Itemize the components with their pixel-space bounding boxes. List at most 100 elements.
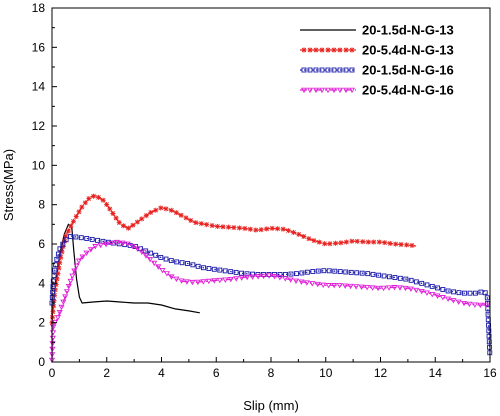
data-point-star (110, 210, 116, 216)
axis-layer: 0 2 4 6 8 10 12 14 16 0 2 4 6 8 10 12 14 16 18 (32, 1, 497, 380)
data-point-triangle (353, 284, 360, 290)
data-point-triangle (271, 273, 278, 280)
data-point-square (163, 256, 169, 262)
data-point-star (365, 239, 371, 245)
data-point-triangle (292, 278, 300, 284)
data-point-square (228, 269, 234, 275)
legend-entry: 20-5.4d-N-G-16 (300, 83, 454, 98)
data-point-triangle (396, 285, 404, 291)
data-point-square (84, 235, 90, 241)
data-point-triangle (282, 276, 289, 282)
data-point-triangle (303, 280, 310, 286)
data-point-triangle (168, 274, 175, 280)
data-point-star (247, 226, 253, 232)
data-point-square (148, 250, 154, 256)
data-point-square (78, 235, 84, 241)
legend-label: 20-1.5d-N-G-16 (362, 63, 454, 78)
data-point-star (193, 220, 199, 226)
data-point-star (204, 222, 210, 228)
data-point-square (185, 261, 190, 266)
data-point-square (277, 272, 283, 277)
data-point-square (206, 266, 212, 271)
data-point-star (313, 47, 319, 53)
data-point-square (349, 67, 355, 73)
data-point-square (408, 277, 414, 283)
data-point-square (50, 284, 56, 289)
data-point-star (53, 281, 59, 287)
data-point-square (486, 333, 492, 339)
data-point-triangle (71, 268, 78, 274)
data-point-star (306, 236, 312, 242)
y-tick-label: 12 (32, 119, 46, 133)
data-point-square (304, 269, 310, 275)
data-point-triangle (471, 302, 478, 308)
data-point-triangle (374, 285, 382, 292)
data-point-star (58, 254, 64, 260)
data-point-star (63, 233, 69, 239)
data-point-star (56, 265, 62, 271)
data-point-triangle (318, 87, 326, 94)
legend-label: 20-1.5d-N-G-13 (362, 23, 454, 38)
data-point-square (250, 271, 255, 277)
data-point-triangle (142, 253, 150, 259)
y-tick-label: 4 (38, 276, 45, 290)
y-tick-label: 18 (32, 1, 46, 15)
data-point-triangle (49, 341, 56, 347)
data-point-triangle (460, 300, 468, 307)
data-point-star (51, 303, 57, 309)
data-point-triangle (418, 288, 425, 295)
data-point-square (53, 262, 59, 268)
data-point-triangle (108, 240, 115, 247)
data-point-square (440, 287, 446, 292)
data-point-triangle (87, 247, 94, 253)
data-point-star (158, 205, 164, 211)
data-point-triangle (124, 241, 131, 247)
data-point-star (70, 218, 76, 224)
data-point-star (258, 227, 264, 233)
x-tick-label: 4 (158, 366, 165, 380)
data-point-triangle (83, 250, 90, 256)
data-point-star (143, 213, 149, 219)
data-point-star (343, 239, 349, 245)
y-tick-label: 14 (32, 80, 46, 94)
data-point-triangle (298, 279, 305, 285)
data-point-triangle (129, 243, 136, 250)
data-point-square (89, 236, 95, 242)
data-point-square (158, 255, 164, 260)
data-point-star (198, 221, 204, 227)
data-point-square (331, 67, 337, 73)
data-point-square (68, 234, 74, 240)
legend-entry: 20-1.5d-N-G-16 (300, 63, 454, 78)
data-point-square (337, 67, 343, 73)
data-point-triangle (336, 87, 344, 94)
data-point-square (486, 328, 492, 334)
data-point-square (424, 282, 430, 288)
data-point-star (113, 215, 119, 221)
data-point-triangle (312, 87, 320, 94)
data-point-square (73, 234, 79, 240)
data-point-triangle (364, 285, 371, 291)
data-point-square (419, 280, 425, 286)
data-point-star (264, 226, 270, 232)
data-point-triangle (63, 289, 71, 295)
data-point-triangle (138, 249, 145, 256)
data-point-star (82, 200, 88, 206)
data-point-star (134, 219, 140, 225)
data-point-square (211, 266, 217, 272)
data-point-square (486, 322, 492, 328)
data-point-triangle (276, 275, 283, 281)
data-point-triangle (324, 87, 332, 94)
data-point-square (299, 270, 305, 276)
series-2 (49, 193, 417, 326)
data-point-star (95, 194, 101, 200)
data-point-triangle (466, 301, 473, 308)
data-point-star (393, 241, 399, 247)
data-point-star (209, 223, 215, 229)
data-point-triangle (429, 292, 436, 298)
data-point-square (179, 260, 185, 266)
data-point-square (332, 268, 338, 274)
data-point-star (275, 226, 281, 232)
data-point-square (301, 67, 307, 73)
data-point-star (253, 227, 259, 233)
